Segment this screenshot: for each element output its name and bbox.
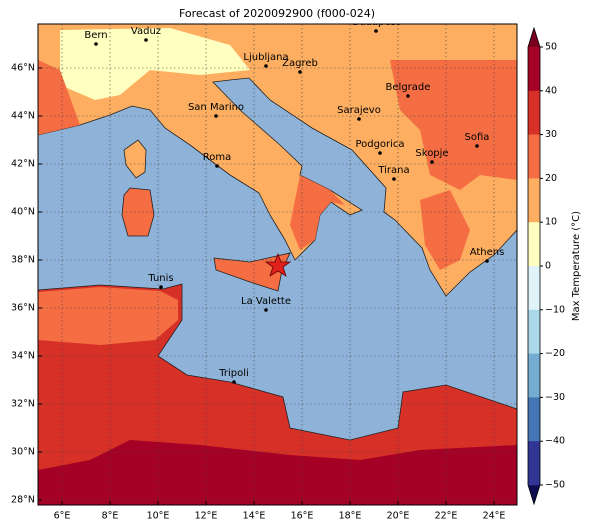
colorbar-tick-label: 10 <box>545 217 557 228</box>
colorbar-band <box>528 47 540 92</box>
city-dot <box>264 64 268 68</box>
lon-tick-label: 10°E <box>147 511 170 522</box>
colorbar-band <box>528 90 540 135</box>
city-dot <box>94 42 98 46</box>
lon-tick-label: 24°E <box>483 511 506 522</box>
city-dot <box>475 144 479 148</box>
colorbar-band <box>528 266 540 311</box>
colorbar-band <box>528 309 540 354</box>
city-dot <box>357 117 361 121</box>
warm-zone <box>290 175 345 250</box>
colorbar-extend-bottom <box>528 485 540 504</box>
lat-tick-label: 40°N <box>11 207 35 218</box>
lon-tick-label: 14°E <box>243 511 266 522</box>
colorbar-tick-label: 0 <box>545 261 551 272</box>
lon-tick-label: 22°E <box>435 511 458 522</box>
city-dot <box>232 380 236 384</box>
city-label: Sofia <box>465 132 490 143</box>
colorbar-tick-label: −40 <box>545 436 565 447</box>
lon-tick-label: 18°E <box>339 511 362 522</box>
warm-zone <box>390 60 517 190</box>
colorbar-tick-label: −20 <box>545 348 565 359</box>
city-dot <box>144 38 148 42</box>
map-frame <box>37 23 518 506</box>
city-label: San Marino <box>188 102 244 113</box>
city-dot <box>159 285 163 289</box>
city-label: Vaduz <box>131 26 161 37</box>
city-label: Skopje <box>415 148 448 159</box>
lat-tick-label: 30°N <box>11 447 35 458</box>
city-label: Tunis <box>147 273 173 284</box>
colorbar-band <box>528 178 540 223</box>
city-dot <box>215 164 219 168</box>
lon-tick-label: 20°E <box>387 511 410 522</box>
city-label: Podgorica <box>355 139 404 150</box>
colorbar-band <box>528 353 540 398</box>
city-label: Belgrade <box>386 82 431 93</box>
city-dot <box>378 151 382 155</box>
city-dot <box>430 160 434 164</box>
warm-zone <box>38 60 80 135</box>
lat-tick-label: 38°N <box>11 255 35 266</box>
colorbar-tick-label: 20 <box>545 173 557 184</box>
corsica <box>123 139 147 179</box>
lat-tick-label: 32°N <box>11 399 35 410</box>
city-dot <box>264 308 268 312</box>
lat-tick-label: 28°N <box>11 495 35 506</box>
city-dot <box>298 70 302 74</box>
lat-tick-label: 34°N <box>11 351 35 362</box>
warm-zone <box>420 190 470 270</box>
lat-tick-label: 36°N <box>11 303 35 314</box>
colorbar-tick-label: −50 <box>545 480 565 491</box>
colorbar-tick-label: 40 <box>545 85 557 96</box>
colorbar-band <box>528 134 540 179</box>
colorbar-tick-label: −10 <box>545 304 565 315</box>
city-label: Zagreb <box>282 58 318 69</box>
lon-tick-label: 16°E <box>291 511 314 522</box>
lat-tick-label: 46°N <box>11 63 35 74</box>
city-dot <box>485 259 489 263</box>
colorbar-label: Max Temperature (°C) <box>571 211 582 321</box>
colorbar-band <box>528 222 540 267</box>
colorbar-tick-label: 30 <box>545 129 557 140</box>
lat-tick-label: 44°N <box>11 111 35 122</box>
alps-cool <box>60 28 250 100</box>
city-dot <box>406 94 410 98</box>
lat-tick-label: 42°N <box>11 159 35 170</box>
colorbar-tick-label: 50 <box>545 42 557 53</box>
city-dot <box>392 177 396 181</box>
city-dot <box>374 29 378 33</box>
city-label: Athens <box>470 247 505 258</box>
colorbar-tick-label: −30 <box>545 392 565 403</box>
event-star <box>264 252 292 277</box>
colorbar-band <box>528 397 540 442</box>
colorbar-band <box>528 441 540 486</box>
colorbar-extend-top <box>528 28 540 47</box>
city-label: Tirana <box>377 165 409 176</box>
city-label: Roma <box>203 152 232 163</box>
city-dot <box>214 114 218 118</box>
lon-tick-label: 8°E <box>102 511 119 522</box>
title: Forecast of 2020092900 (f000-024) <box>179 7 375 20</box>
city-label: La Valette <box>241 296 291 307</box>
city-label: Bern <box>84 30 107 41</box>
lon-tick-label: 6°E <box>54 511 71 522</box>
city-label: Budapest <box>352 17 399 28</box>
lon-tick-label: 12°E <box>195 511 218 522</box>
city-label: Ljubljana <box>243 52 288 63</box>
warm-zone <box>38 287 178 345</box>
city-label: Tripoli <box>218 368 249 379</box>
city-label: Sarajevo <box>337 105 381 116</box>
